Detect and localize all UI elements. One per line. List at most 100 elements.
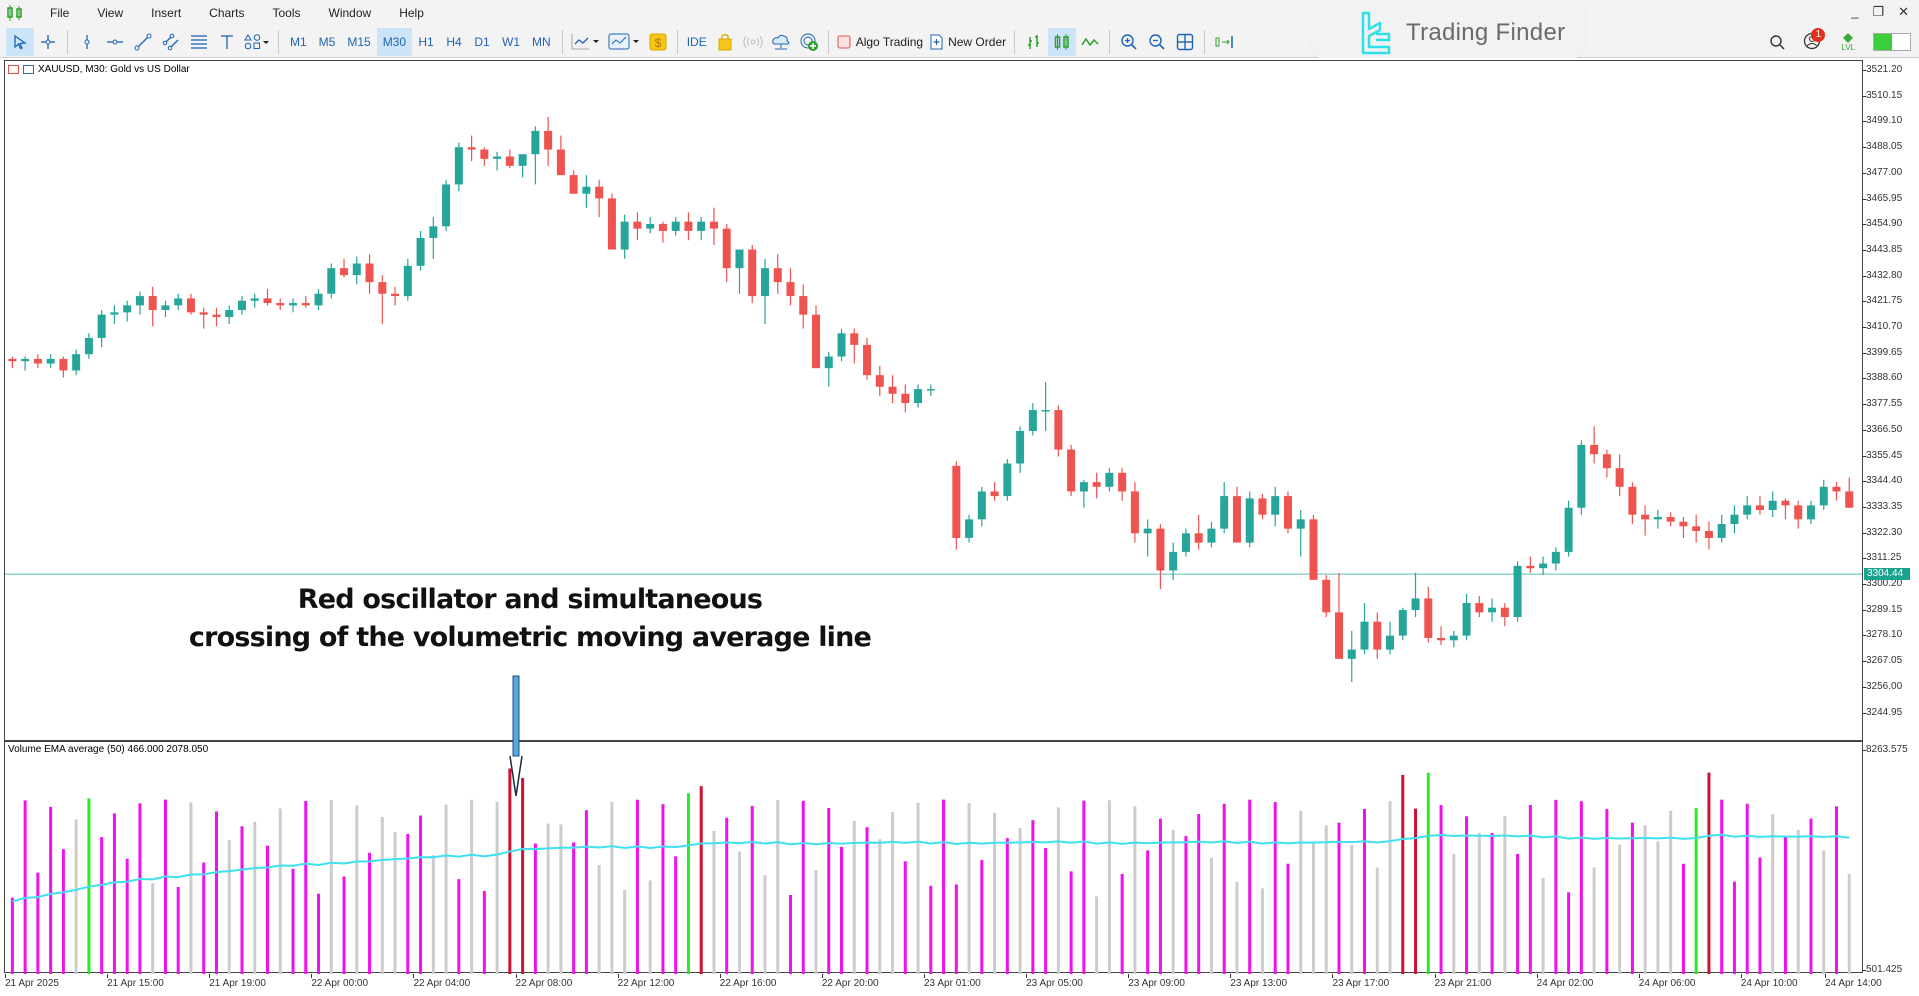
price-axis[interactable]: 3521.20 3510.15 3499.10 3488.05 3477.00 3465.… <box>1862 58 1919 996</box>
new-order-button[interactable]: New Order <box>926 28 1009 56</box>
price-tick: 3366.50 <box>1862 423 1903 435</box>
search-icon[interactable] <box>1769 34 1785 50</box>
line-chart-button[interactable] <box>1076 28 1104 56</box>
one-click-trading-icon[interactable] <box>8 65 19 74</box>
zoom-in-icon <box>1121 33 1137 50</box>
bar-chart-button[interactable] <box>1020 28 1048 56</box>
menu-help[interactable]: Help <box>399 6 424 20</box>
timeframe-h4[interactable]: H4 <box>446 34 462 49</box>
ide-button[interactable]: IDE <box>686 34 707 49</box>
signal-subscribe-button[interactable] <box>795 28 823 56</box>
price-tick: 3322.30 <box>1862 526 1903 538</box>
svg-text:$: $ <box>654 36 661 50</box>
indicators-dropdown[interactable] <box>568 28 604 56</box>
algo-trading-label: Algo Trading <box>855 34 924 49</box>
time-tick: 22 Apr 08:00 <box>515 974 573 989</box>
price-tick: 3477.00 <box>1862 166 1903 178</box>
price-tick: 3377.55 <box>1862 398 1903 410</box>
trendline-icon <box>134 33 152 50</box>
chart-symbol-title: XAUUSD, M30: Gold vs US Dollar <box>38 64 190 75</box>
time-tick: 21 Apr 15:00 <box>107 974 164 989</box>
menu-bar: File View Insert Charts Tools Window Hel… <box>0 0 1919 26</box>
zoom-out-button[interactable] <box>1143 28 1171 56</box>
menu-charts[interactable]: Charts <box>209 6 245 20</box>
price-tick: 3333.35 <box>1862 500 1903 512</box>
timeframe-m30[interactable]: M30 <box>376 27 413 56</box>
tile-windows-button[interactable] <box>1171 28 1199 56</box>
horizontal-line-tool[interactable] <box>101 28 129 56</box>
market-button[interactable]: $ <box>644 28 672 56</box>
chart-title: XAUUSD, M30: Gold vs US Dollar <box>8 64 190 75</box>
zoom-out-icon <box>1149 33 1165 50</box>
lvl-button[interactable]: LVL <box>1841 32 1855 52</box>
time-tick: 22 Apr 12:00 <box>617 974 675 989</box>
mode-toggle[interactable] <box>1873 33 1911 51</box>
menu-view[interactable]: View <box>97 6 124 20</box>
templates-dropdown[interactable] <box>604 28 644 56</box>
timeframe-m15[interactable]: M15 <box>347 34 371 49</box>
price-tick: 3499.10 <box>1862 115 1903 127</box>
time-axis[interactable]: 21 Apr 2025 21 Apr 15:00 21 Apr 19:00 22 Ap… <box>5 974 1882 994</box>
timeframe-mn[interactable]: MN <box>532 34 551 49</box>
price-tick: 3432.80 <box>1862 269 1903 281</box>
cursor-tool[interactable] <box>6 27 34 56</box>
vertical-line-icon <box>84 34 90 49</box>
candlestick-chart-button[interactable] <box>1048 27 1077 56</box>
time-tick: 24 Apr 14:00 <box>1825 974 1882 989</box>
timeframe-h1[interactable]: H1 <box>418 34 434 49</box>
autoscroll-icon <box>1215 35 1233 48</box>
price-tick: 3267.05 <box>1862 655 1903 667</box>
menu-insert[interactable]: Insert <box>151 6 182 20</box>
timeframe-d1[interactable]: D1 <box>474 34 490 49</box>
minimize-button[interactable]: _ <box>1851 4 1859 19</box>
restore-button[interactable]: ❐ <box>1872 4 1885 19</box>
time-tick: 22 Apr 00:00 <box>311 974 369 989</box>
toolbar-separator <box>1014 29 1016 54</box>
menu-window[interactable]: Window <box>328 6 372 20</box>
volume-max-tick: 8263.575 <box>1863 744 1908 755</box>
notification-badge: 1 <box>1811 28 1826 42</box>
brand-badge: Trading Finder <box>1310 0 1585 66</box>
toolbar-separator <box>827 29 829 54</box>
crosshair-tool[interactable] <box>34 28 62 56</box>
price-tick: 3410.70 <box>1862 321 1903 332</box>
signals-button[interactable] <box>739 28 767 56</box>
vps-button[interactable] <box>767 28 795 56</box>
chart-window[interactable]: XAUUSD, M30: Gold vs US Dollar Volume EM… <box>0 58 1919 996</box>
grid-icon <box>1176 33 1194 50</box>
price-tick: 3278.10 <box>1862 629 1903 641</box>
vertical-line-tool[interactable] <box>73 28 101 56</box>
chart-plot[interactable] <box>0 58 1919 996</box>
close-button[interactable]: ✕ <box>1898 4 1909 19</box>
algo-trading-button[interactable]: Algo Trading <box>834 28 926 56</box>
autoscroll-button[interactable] <box>1210 28 1238 56</box>
new-order-label: New Order <box>948 34 1007 49</box>
price-tick: 3488.05 <box>1862 141 1903 153</box>
trendline-tool[interactable] <box>129 28 157 56</box>
annotation-text: Red oscillator and simultaneous crossing… <box>180 581 880 657</box>
toolbar-separator <box>1204 29 1206 54</box>
depth-of-market-icon[interactable] <box>23 65 34 74</box>
text-tool[interactable] <box>213 28 241 56</box>
timeframe-m5[interactable]: M5 <box>318 34 336 49</box>
toolbar-separator <box>1109 29 1111 54</box>
dollar-icon: $ <box>649 33 667 50</box>
channel-tool[interactable] <box>157 28 185 56</box>
timeframe-w1[interactable]: W1 <box>502 34 521 49</box>
account-button[interactable]: 1 <box>1803 28 1826 52</box>
candlestick-icon <box>1054 33 1069 50</box>
menu-file[interactable]: File <box>50 6 70 20</box>
cloud-icon <box>771 34 789 49</box>
new-order-icon <box>930 34 943 49</box>
algo-trading-icon <box>837 35 851 48</box>
timeframe-m1[interactable]: M1 <box>290 34 307 49</box>
menu-tools[interactable]: Tools <box>272 6 301 20</box>
time-tick: 23 Apr 05:00 <box>1026 974 1083 989</box>
zoom-in-button[interactable] <box>1115 28 1143 56</box>
shapes-tool[interactable] <box>241 28 273 56</box>
toolbar: M1 M5 M15 M30 H1 H4 D1 W1 MN $ IDE Algo … <box>0 26 1919 58</box>
toolbar-separator <box>561 29 563 54</box>
shop-button[interactable] <box>711 28 739 56</box>
fibonacci-tool[interactable] <box>185 28 213 56</box>
app-logo-icon <box>6 3 28 23</box>
